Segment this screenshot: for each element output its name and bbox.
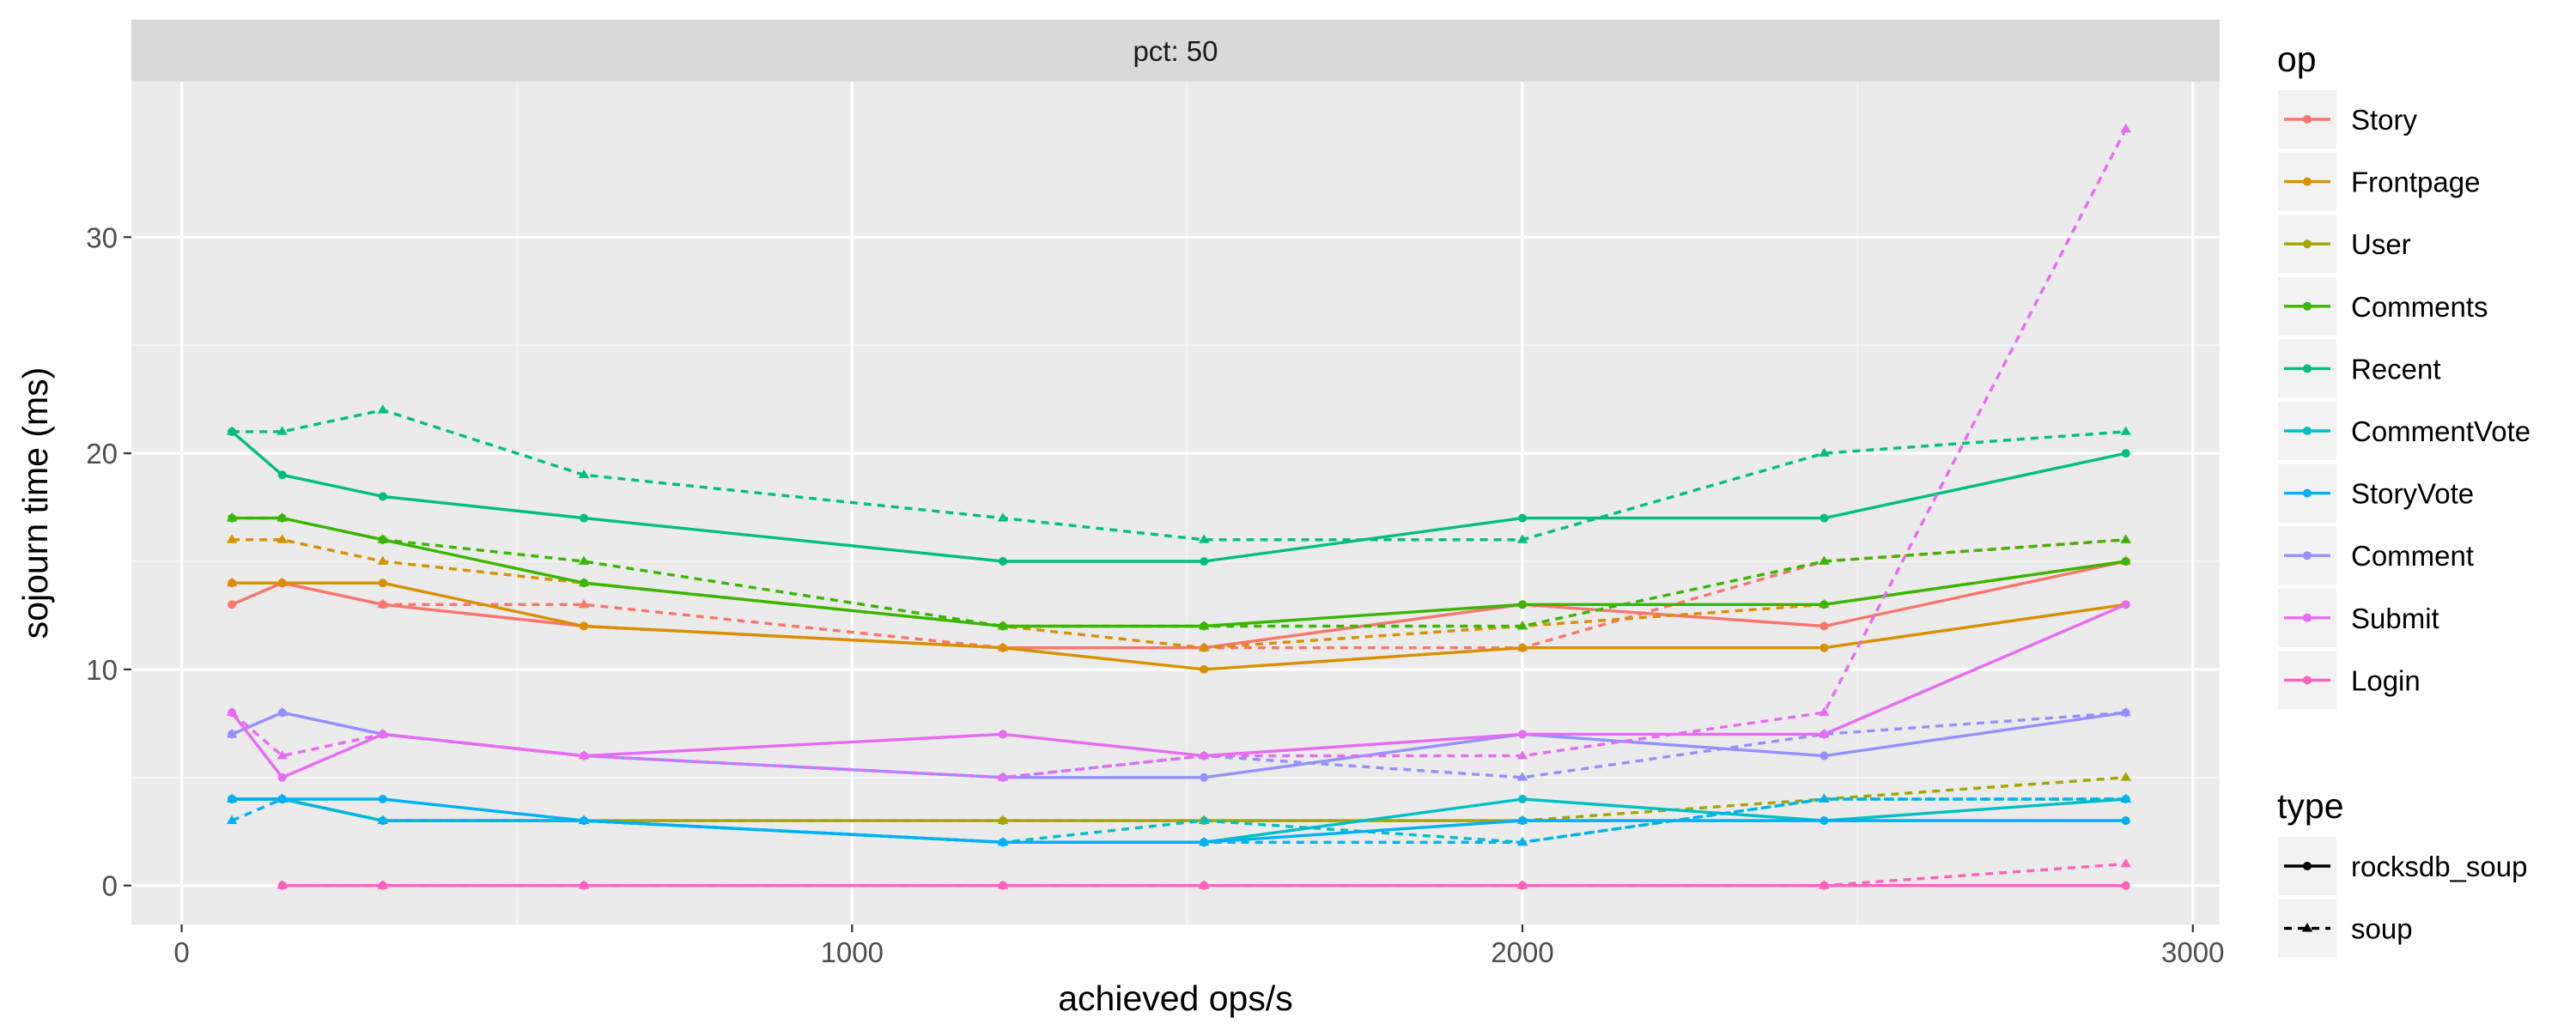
x-tick-label: 3000	[2161, 936, 2224, 968]
legend-type-title: type	[2277, 786, 2344, 826]
series-storyvote-rocksdb-soup-point	[2122, 816, 2130, 825]
series-comment-rocksdb-soup-point	[1820, 752, 1828, 760]
legend-op-label-login: Login	[2351, 664, 2421, 696]
y-tick-label: 20	[86, 438, 118, 470]
legend-op-key-point	[2303, 551, 2312, 560]
series-recent-rocksdb-soup-point	[580, 514, 588, 523]
legend-op-key-point	[2303, 302, 2312, 311]
x-tick-label: 0	[173, 936, 189, 968]
legend-type-key-point	[2303, 862, 2312, 870]
x-axis: 0 1000 2000 3000	[173, 924, 2224, 968]
series-frontpage-rocksdb-soup-point	[580, 622, 588, 631]
series-recent-rocksdb-soup-point	[999, 557, 1007, 566]
series-recent-rocksdb-soup-point	[2122, 449, 2130, 457]
series-frontpage-rocksdb-soup-point	[228, 579, 236, 587]
series-storyvote-rocksdb-soup-point	[1820, 816, 1828, 825]
x-tick-label: 1000	[821, 936, 884, 968]
x-tick-label: 2000	[1491, 936, 1553, 968]
legend-op-label-comment: Comment	[2351, 540, 2474, 572]
legend-op-key-point	[2303, 427, 2312, 435]
series-recent-rocksdb-soup-point	[1820, 514, 1828, 523]
legend-op: Story Frontpage User Comments Recent CommentV…	[2278, 90, 2530, 709]
series-storyvote-rocksdb-soup-point	[228, 795, 236, 803]
legend-op-label-commentvote: CommentVote	[2351, 415, 2530, 447]
legend-type-label-rocksdb-soup: rocksdb_soup	[2351, 851, 2527, 882]
series-submit-rocksdb-soup-point	[1518, 730, 1527, 738]
legend-op-title: op	[2277, 39, 2317, 79]
series-comments-rocksdb-soup-point	[580, 579, 588, 587]
legend-op-key-point	[2303, 676, 2312, 684]
series-frontpage-rocksdb-soup-point	[999, 644, 1007, 652]
x-axis-title: achieved ops/s	[1058, 978, 1293, 1018]
legend-op-key-point	[2303, 614, 2312, 622]
legend-op-label-storyvote: StoryVote	[2351, 478, 2474, 510]
y-axis-title: sojourn time (ms)	[15, 367, 55, 639]
series-submit-rocksdb-soup-point	[999, 730, 1007, 738]
legend-op-label-user: User	[2351, 228, 2411, 260]
y-tick-label: 10	[86, 654, 118, 686]
series-recent-rocksdb-soup-point	[1518, 514, 1527, 523]
legend-type-label-soup: soup	[2351, 913, 2413, 945]
series-submit-rocksdb-soup-point	[278, 773, 287, 782]
legend-op-key-point	[2303, 364, 2312, 373]
legend-op-key-point	[2303, 489, 2312, 498]
series-comments-rocksdb-soup-point	[2122, 557, 2130, 566]
legend-op-label-recent: Recent	[2351, 353, 2441, 385]
y-tick-label: 0	[102, 870, 118, 902]
series-frontpage-rocksdb-soup-point	[1200, 665, 1208, 674]
facet-strip-label: pct: 50	[1133, 35, 1218, 67]
series-comments-rocksdb-soup-point	[1820, 600, 1828, 609]
y-tick-label: 30	[86, 221, 118, 253]
series-comment-rocksdb-soup-point	[1200, 773, 1208, 782]
series-recent-rocksdb-soup-point	[278, 470, 287, 479]
legend-op-key-point	[2303, 178, 2312, 186]
y-axis: 0 10 20 30	[86, 221, 131, 901]
series-frontpage-rocksdb-soup-point	[1820, 644, 1828, 652]
series-frontpage-rocksdb-soup-point	[379, 579, 387, 587]
series-comments-rocksdb-soup-point	[1518, 600, 1527, 609]
legend-op-label-story: Story	[2351, 104, 2418, 136]
series-recent-rocksdb-soup-point	[379, 492, 387, 500]
series-story-rocksdb-soup-point	[228, 600, 236, 609]
series-storyvote-rocksdb-soup-point	[1518, 816, 1527, 825]
series-commentvote-rocksdb-soup-point	[1518, 795, 1527, 803]
series-login-rocksdb-soup-point	[2122, 882, 2130, 890]
series-frontpage-rocksdb-soup-point	[1518, 644, 1527, 652]
series-storyvote-rocksdb-soup-point	[379, 795, 387, 803]
series-story-rocksdb-soup-point	[1820, 622, 1828, 631]
legend-op-label-frontpage: Frontpage	[2351, 167, 2480, 198]
legend-op-label-comments: Comments	[2351, 291, 2488, 323]
series-recent-rocksdb-soup-point	[1200, 557, 1208, 566]
series-submit-rocksdb-soup-point	[2122, 600, 2130, 609]
legend-op-key-point	[2303, 115, 2312, 124]
legend-op-label-submit: Submit	[2351, 603, 2439, 634]
legend-op-key-point	[2303, 239, 2312, 248]
series-frontpage-rocksdb-soup-point	[278, 579, 287, 587]
series-submit-rocksdb-soup-point	[1820, 730, 1828, 738]
